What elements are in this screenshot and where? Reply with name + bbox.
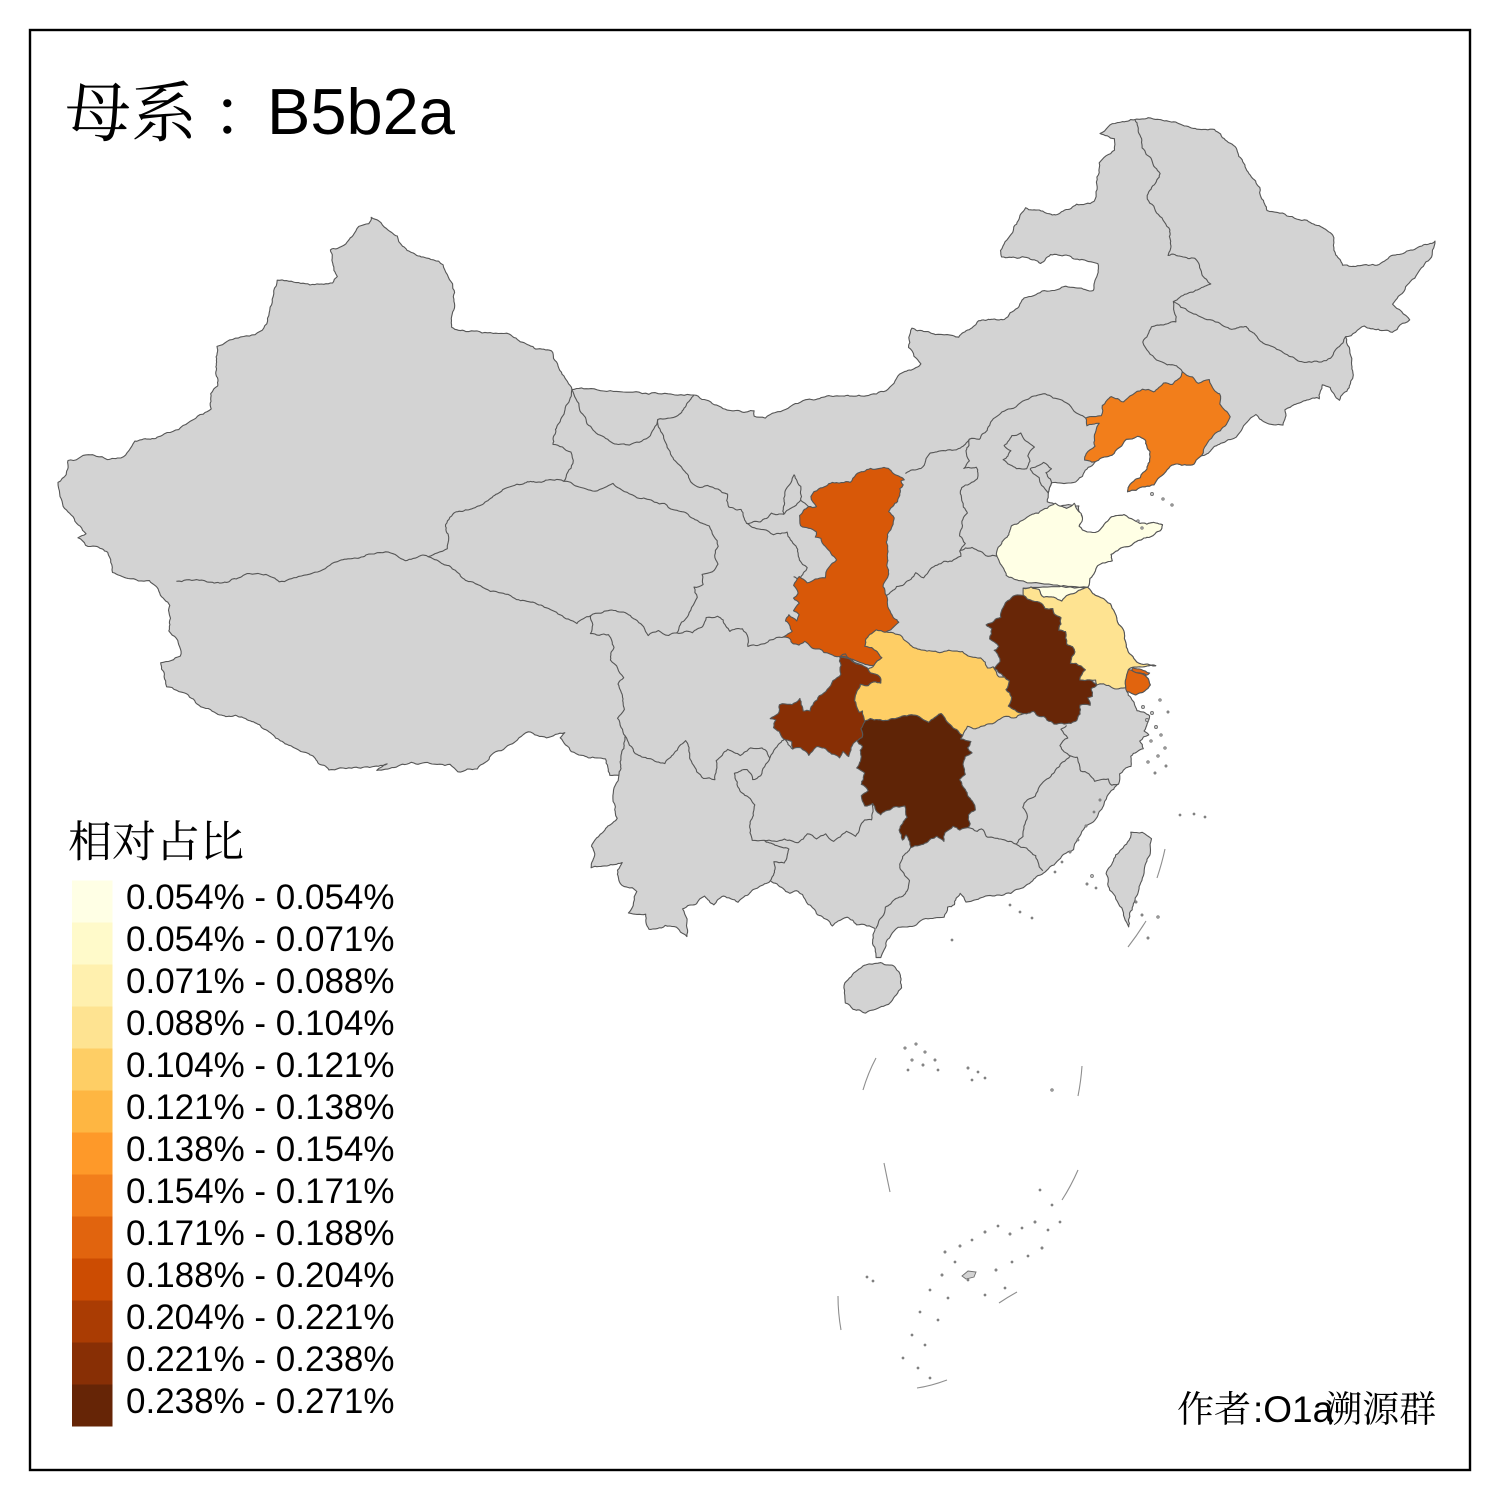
svg-text:0.238% - 0.271%: 0.238% - 0.271%: [126, 1382, 395, 1421]
svg-text:0.204% - 0.221%: 0.204% - 0.221%: [126, 1298, 395, 1337]
svg-text:0.071% - 0.088%: 0.071% - 0.088%: [126, 962, 395, 1001]
svg-text:0.154% - 0.171%: 0.154% - 0.171%: [126, 1172, 395, 1211]
svg-text:0.138% - 0.154%: 0.138% - 0.154%: [126, 1130, 395, 1169]
svg-text:B5b2a: B5b2a: [267, 75, 456, 148]
svg-text:0.054% - 0.054%: 0.054% - 0.054%: [126, 878, 395, 917]
svg-text:0.188% - 0.204%: 0.188% - 0.204%: [126, 1256, 395, 1295]
svg-text:0.221% - 0.238%: 0.221% - 0.238%: [126, 1340, 395, 1379]
svg-text:0.171% - 0.188%: 0.171% - 0.188%: [126, 1214, 395, 1253]
svg-text:0.054% - 0.071%: 0.054% - 0.071%: [126, 920, 395, 959]
svg-text:0.088% - 0.104%: 0.088% - 0.104%: [126, 1004, 395, 1043]
svg-text:0.121% - 0.138%: 0.121% - 0.138%: [126, 1088, 395, 1127]
svg-text::O1a: :O1a: [1253, 1389, 1334, 1430]
svg-text:0.104% - 0.121%: 0.104% - 0.121%: [126, 1046, 395, 1085]
